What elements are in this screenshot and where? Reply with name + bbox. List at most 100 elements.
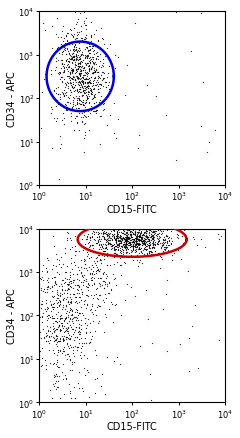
Point: [125, 249, 129, 256]
Point: [112, 226, 116, 233]
Point: [114, 233, 118, 240]
Point: [37, 354, 41, 361]
Point: [138, 226, 142, 233]
Point: [86, 40, 90, 47]
Point: [116, 242, 120, 249]
Point: [150, 244, 154, 251]
Point: [37, 291, 41, 298]
Point: [153, 248, 157, 255]
Point: [68, 307, 72, 314]
Point: [104, 80, 108, 87]
Point: [68, 246, 72, 253]
Point: [138, 343, 142, 350]
Point: [79, 58, 83, 65]
Point: [122, 226, 126, 233]
Point: [75, 333, 79, 340]
Point: [74, 294, 78, 301]
Point: [75, 343, 78, 350]
Point: [147, 237, 151, 244]
Point: [55, 325, 59, 332]
Point: [63, 81, 67, 88]
Point: [99, 275, 103, 282]
Point: [72, 85, 76, 92]
Point: [70, 42, 74, 49]
Point: [165, 233, 169, 240]
Point: [74, 53, 78, 60]
Point: [97, 89, 101, 96]
Point: [72, 352, 76, 359]
Point: [76, 282, 80, 289]
Point: [62, 67, 66, 74]
Point: [88, 60, 92, 67]
Point: [117, 243, 121, 250]
Point: [65, 67, 69, 74]
Point: [103, 391, 107, 398]
Point: [75, 74, 79, 81]
Point: [83, 334, 87, 341]
Point: [54, 318, 57, 325]
Point: [133, 244, 137, 251]
Point: [65, 290, 69, 297]
Point: [85, 71, 89, 78]
Point: [126, 244, 129, 251]
Point: [107, 306, 111, 313]
Point: [102, 285, 106, 292]
Point: [98, 256, 102, 263]
Point: [102, 41, 106, 48]
Point: [143, 239, 146, 246]
Point: [88, 234, 92, 241]
Point: [73, 10, 77, 17]
Point: [79, 269, 83, 276]
Point: [77, 57, 81, 64]
Point: [83, 100, 87, 107]
Point: [145, 234, 149, 241]
Point: [58, 70, 62, 77]
Point: [114, 135, 118, 142]
Point: [146, 234, 150, 241]
Point: [80, 74, 84, 81]
Point: [130, 236, 134, 243]
Point: [138, 226, 141, 233]
Point: [68, 305, 72, 312]
Point: [90, 281, 94, 288]
Point: [138, 241, 141, 248]
Point: [141, 231, 145, 238]
Point: [94, 43, 98, 50]
Point: [78, 89, 82, 96]
Point: [115, 232, 119, 239]
Point: [70, 84, 74, 91]
Point: [70, 326, 74, 333]
Point: [130, 239, 134, 246]
Point: [58, 96, 62, 103]
Point: [158, 253, 162, 260]
Point: [63, 287, 67, 294]
Point: [97, 280, 101, 287]
Point: [84, 278, 88, 285]
Point: [71, 104, 75, 111]
Point: [149, 230, 153, 237]
Point: [145, 233, 149, 240]
Point: [55, 319, 59, 326]
Point: [53, 337, 57, 344]
Point: [116, 235, 120, 242]
Point: [136, 236, 140, 243]
Point: [146, 238, 150, 245]
Point: [129, 247, 133, 254]
Point: [145, 250, 149, 257]
Point: [117, 241, 121, 248]
Point: [52, 293, 55, 300]
Point: [69, 306, 73, 313]
Point: [92, 281, 96, 288]
Point: [69, 27, 72, 34]
Point: [116, 226, 120, 233]
Point: [72, 53, 76, 60]
Point: [44, 338, 48, 345]
Point: [78, 71, 81, 78]
Point: [112, 244, 116, 251]
Point: [70, 32, 74, 39]
Point: [97, 63, 101, 70]
Point: [105, 272, 108, 279]
Point: [71, 50, 75, 57]
Point: [60, 277, 64, 284]
Point: [147, 242, 151, 249]
